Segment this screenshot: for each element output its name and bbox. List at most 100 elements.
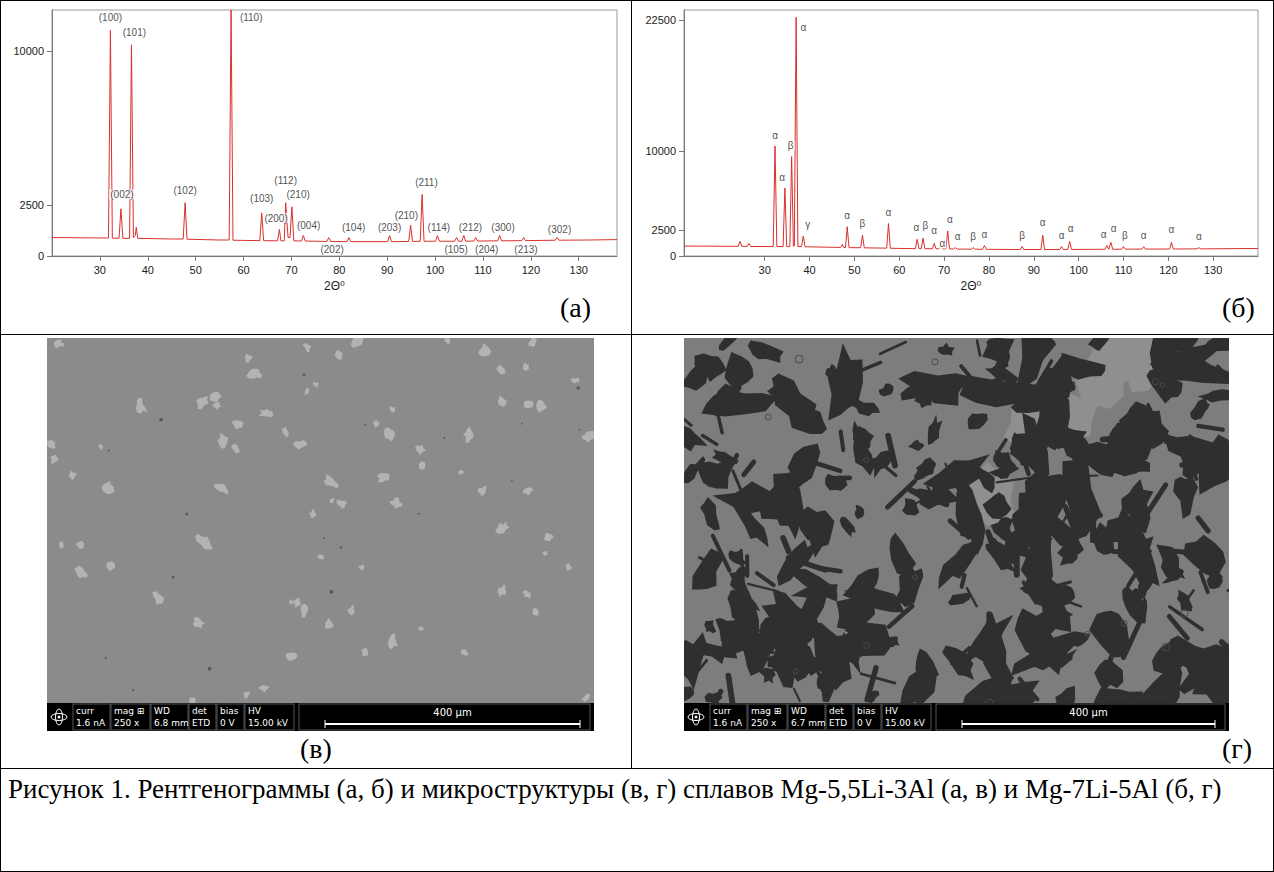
- svg-text:(302): (302): [548, 224, 571, 235]
- svg-text:400 µm: 400 µm: [433, 707, 471, 718]
- svg-text:β: β: [922, 220, 928, 231]
- svg-text:0: 0: [670, 250, 676, 262]
- svg-text:15.00 kV: 15.00 kV: [885, 718, 926, 728]
- svg-text:mag ⊞: mag ⊞: [114, 706, 144, 716]
- svg-text:(300): (300): [491, 222, 514, 233]
- svg-text:130: 130: [570, 264, 588, 276]
- svg-text:120: 120: [522, 264, 540, 276]
- svg-text:(110): (110): [240, 12, 263, 23]
- svg-text:(202): (202): [320, 244, 343, 255]
- svg-text:6.8 mm: 6.8 mm: [154, 718, 189, 728]
- svg-text:70: 70: [938, 264, 950, 276]
- svg-text:γ: γ: [805, 219, 810, 230]
- svg-text:ETD: ETD: [829, 718, 847, 728]
- svg-text:(210): (210): [286, 189, 309, 200]
- svg-text:120: 120: [1159, 264, 1177, 276]
- svg-text:90: 90: [381, 264, 393, 276]
- svg-text:15.00 kV: 15.00 kV: [248, 718, 289, 728]
- svg-text:β: β: [788, 140, 794, 151]
- svg-text:40: 40: [803, 264, 815, 276]
- svg-text:80: 80: [333, 264, 345, 276]
- svg-text:det: det: [192, 706, 207, 716]
- svg-text:(114): (114): [428, 222, 451, 233]
- svg-text:ETD: ETD: [192, 718, 210, 728]
- svg-text:100: 100: [426, 264, 444, 276]
- svg-text:α: α: [955, 231, 961, 242]
- svg-text:50: 50: [190, 264, 202, 276]
- svg-text:10000: 10000: [13, 45, 44, 57]
- svg-text:250 x: 250 x: [751, 718, 777, 728]
- svg-text:(210): (210): [395, 210, 418, 221]
- svg-text:α: α: [1101, 229, 1107, 240]
- svg-text:WD: WD: [791, 706, 807, 716]
- svg-text:α: α: [1068, 223, 1074, 234]
- svg-text:70: 70: [285, 264, 297, 276]
- svg-text:α: α: [800, 22, 806, 33]
- svg-text:α: α: [939, 238, 945, 249]
- svg-text:2Θ⁰: 2Θ⁰: [961, 279, 982, 293]
- svg-text:mag ⊞: mag ⊞: [751, 706, 781, 716]
- svg-text:β: β: [1122, 230, 1128, 241]
- svg-text:curr: curr: [76, 706, 94, 716]
- svg-text:α: α: [1141, 230, 1147, 241]
- svg-text:α: α: [844, 210, 850, 221]
- svg-text:α: α: [947, 214, 953, 225]
- svg-text:α: α: [886, 207, 892, 218]
- svg-text:30: 30: [759, 264, 771, 276]
- svg-text:(200): (200): [264, 213, 287, 224]
- svg-text:60: 60: [237, 264, 249, 276]
- svg-text:HV: HV: [248, 706, 262, 716]
- svg-text:(100): (100): [99, 12, 122, 23]
- svg-text:α: α: [1196, 231, 1202, 242]
- svg-text:(212): (212): [459, 222, 482, 233]
- svg-text:(103): (103): [250, 193, 273, 204]
- svg-text:α: α: [772, 130, 778, 141]
- svg-text:30: 30: [94, 264, 106, 276]
- svg-text:α: α: [913, 222, 919, 233]
- svg-text:130: 130: [1204, 264, 1222, 276]
- svg-text:90: 90: [1028, 264, 1040, 276]
- svg-text:1.6 nA: 1.6 nA: [713, 718, 743, 728]
- svg-text:40: 40: [142, 264, 154, 276]
- svg-text:α: α: [1111, 223, 1117, 234]
- svg-text:(105): (105): [444, 244, 467, 255]
- svg-text:curr: curr: [713, 706, 731, 716]
- svg-text:(112): (112): [274, 175, 297, 186]
- svg-text:bias: bias: [857, 706, 876, 716]
- svg-text:det: det: [829, 706, 844, 716]
- svg-text:0: 0: [38, 250, 44, 262]
- svg-text:β: β: [1019, 230, 1025, 241]
- svg-text:α: α: [982, 229, 988, 240]
- svg-text:α: α: [1040, 217, 1046, 228]
- svg-text:(104): (104): [342, 222, 365, 233]
- svg-text:(004): (004): [297, 220, 320, 231]
- svg-text:α: α: [1059, 230, 1065, 241]
- svg-text:β: β: [860, 218, 866, 229]
- svg-text:α: α: [931, 225, 937, 236]
- svg-text:6.7 mm: 6.7 mm: [791, 718, 826, 728]
- svg-text:(002): (002): [110, 189, 133, 200]
- svg-text:bias: bias: [220, 706, 239, 716]
- svg-text:2500: 2500: [652, 224, 676, 236]
- svg-text:110: 110: [474, 264, 492, 276]
- svg-text:110: 110: [1115, 264, 1133, 276]
- svg-text:2500: 2500: [20, 199, 44, 211]
- svg-text:400 µm: 400 µm: [1069, 707, 1107, 718]
- svg-text:50: 50: [848, 264, 860, 276]
- svg-text:10000: 10000: [645, 145, 676, 157]
- svg-text:80: 80: [983, 264, 995, 276]
- svg-text:β: β: [970, 231, 976, 242]
- svg-text:0 V: 0 V: [857, 718, 873, 728]
- svg-text:22500: 22500: [645, 14, 676, 26]
- svg-text:0 V: 0 V: [220, 718, 236, 728]
- svg-text:(102): (102): [173, 185, 196, 196]
- svg-text:250 x: 250 x: [114, 718, 140, 728]
- svg-text:(203): (203): [378, 222, 401, 233]
- svg-text:HV: HV: [885, 706, 899, 716]
- svg-text:(101): (101): [123, 27, 146, 38]
- svg-text:α: α: [1169, 224, 1175, 235]
- svg-text:α: α: [779, 172, 785, 183]
- svg-text:1.6 nA: 1.6 nA: [76, 718, 106, 728]
- svg-text:2Θ⁰: 2Θ⁰: [324, 279, 345, 293]
- svg-text:60: 60: [893, 264, 905, 276]
